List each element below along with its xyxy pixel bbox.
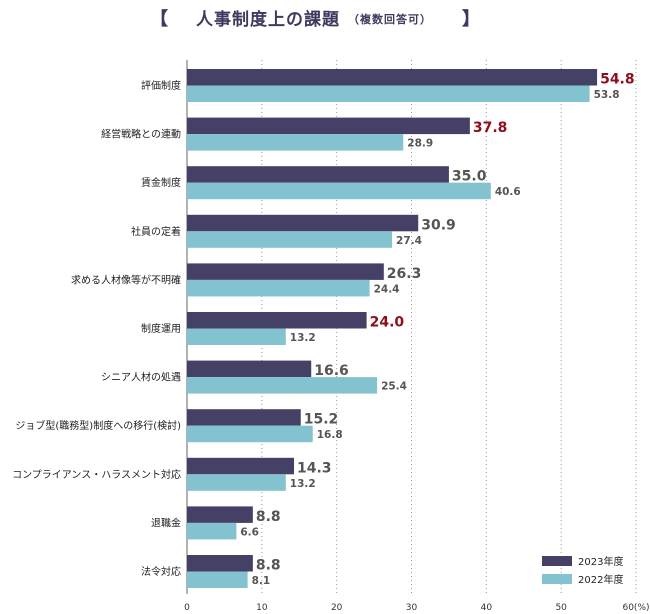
bar-2022: [187, 182, 491, 200]
value-label-2023: 26.3: [387, 266, 422, 282]
bar-2023: [187, 506, 253, 523]
category-label: 法令対応: [141, 565, 181, 578]
category-label: 賃金制度: [141, 176, 181, 189]
x-tick-label: 50: [555, 603, 567, 613]
title-bracket-close: 】: [462, 9, 480, 30]
bar-2022: [187, 474, 286, 491]
value-label-2023: 8.8: [256, 509, 281, 525]
category-label: コンプライアンス・ハラスメント対応: [12, 468, 181, 481]
value-label-2022: 28.9: [407, 138, 433, 150]
value-label-2023: 14.3: [297, 460, 332, 476]
bar-2022: [187, 571, 248, 588]
value-label-2023: 30.9: [421, 217, 456, 233]
bar-2023: [187, 117, 470, 135]
value-label-2022: 24.4: [374, 283, 400, 295]
category-label: 退職金: [151, 516, 181, 529]
value-label-2023: 16.6: [314, 363, 349, 379]
value-label-2022: 13.2: [290, 332, 316, 344]
value-label-2022: 25.4: [381, 381, 407, 393]
value-label-2022: 6.6: [240, 526, 259, 538]
bar-2023: [187, 166, 449, 183]
x-tick-label: 40: [481, 603, 493, 613]
value-label-2023: 8.8: [256, 558, 281, 574]
legend-label-2023: 2023年度: [578, 555, 623, 568]
bar-2022: [187, 279, 370, 297]
category-label: ジョブ型(職務型)制度への移行(検討): [15, 419, 181, 432]
x-tick-label: 20: [331, 603, 343, 613]
title-note: （複数回答可）: [348, 13, 432, 26]
bar-2022: [187, 425, 313, 443]
chart-title: 【 人事制度上の課題 （複数回答可） 】: [0, 8, 650, 32]
legend-swatch-2022: [542, 574, 572, 584]
category-label: シニア人材の処遇: [101, 371, 181, 384]
x-tick-label: 0: [184, 603, 190, 613]
legend-swatch-2023: [542, 556, 572, 566]
bar-2023: [187, 409, 301, 426]
bar-2022: [187, 231, 393, 248]
x-tick-label: 60(%): [622, 603, 649, 613]
value-label-2023: 24.0: [370, 315, 405, 331]
bar-2023: [187, 360, 312, 378]
bar-2023: [187, 214, 419, 232]
title-bracket-open: 【: [150, 9, 168, 30]
legend-label-2022: 2022年度: [578, 573, 623, 586]
category-label: 制度運用: [141, 322, 181, 335]
value-label-2023: 35.0: [452, 169, 487, 185]
value-label-2022: 13.2: [290, 478, 316, 490]
value-label-2022: 27.4: [396, 235, 422, 247]
bar-2023: [187, 263, 384, 280]
bar-2023: [187, 69, 598, 86]
category-label: 経営戦略との連動: [101, 128, 181, 141]
value-label-2023: 37.8: [473, 120, 508, 136]
title-main: 人事制度上の課題: [196, 10, 340, 30]
bar-2022: [187, 522, 237, 540]
value-label-2022: 8.1: [252, 575, 271, 587]
bar-2023: [187, 457, 295, 475]
bar-2022: [187, 328, 286, 345]
bar-2022: [187, 377, 378, 394]
value-label-2023: 54.8: [600, 72, 635, 88]
value-label-2022: 16.8: [317, 429, 343, 441]
bar-2022: [187, 85, 590, 102]
bar-2023: [187, 555, 253, 572]
value-label-2022: 53.8: [594, 89, 620, 101]
x-tick-label: 30: [406, 603, 418, 613]
category-label: 社員の定着: [131, 225, 181, 238]
value-label-2023: 15.2: [304, 412, 339, 428]
category-label: 評価制度: [141, 79, 181, 92]
bar-2023: [187, 312, 367, 329]
value-label-2022: 40.6: [495, 186, 521, 198]
bar-2022: [187, 134, 404, 151]
x-tick-label: 10: [256, 603, 268, 613]
category-label: 求める人材像等が不明確: [71, 273, 181, 286]
